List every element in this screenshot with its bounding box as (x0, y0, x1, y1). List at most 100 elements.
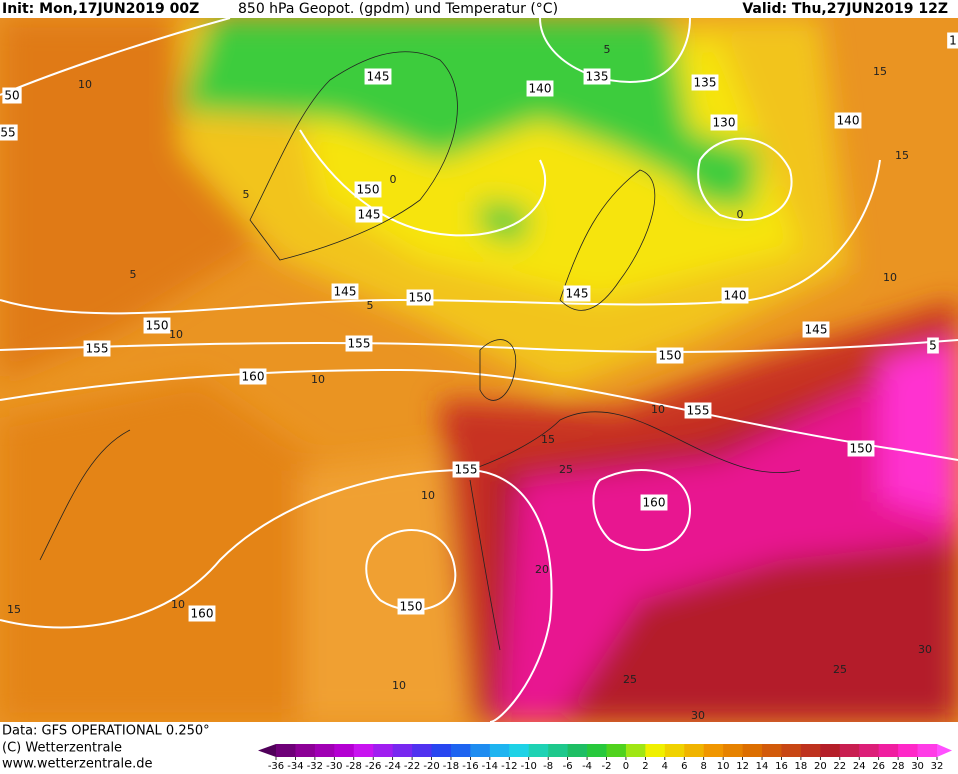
colorbar-tick-label: 30 (911, 761, 924, 770)
temperature-label: 15 (873, 65, 887, 78)
colorbar-tick-label: -14 (482, 761, 498, 770)
colorbar-swatch (898, 744, 919, 757)
geopotential-label: 140 (529, 82, 552, 96)
label-box (239, 368, 267, 385)
colorbar-tick-label: -20 (423, 761, 439, 770)
geopotential-label: 160 (643, 496, 666, 510)
temperature-label: 5 (130, 268, 137, 281)
colorbar-swatch (567, 744, 588, 757)
label-box (834, 112, 862, 129)
colorbar-swatch (314, 744, 335, 757)
data-source: Data: GFS OPERATIONAL 0.250° (2, 724, 210, 739)
colorbar-tick-label: -12 (501, 761, 517, 770)
geopotential-label: 145 (367, 70, 390, 84)
colorbar-swatch (878, 744, 899, 757)
temperature-label: 10 (171, 598, 185, 611)
colorbar-tick-label: 32 (931, 761, 944, 770)
temperature-label: 10 (311, 373, 325, 386)
colorbar-tick-label: 20 (814, 761, 827, 770)
temperature-label: 5 (367, 299, 374, 312)
colorbar-tick-label: 2 (642, 761, 648, 770)
colorbar-tick-label: 24 (853, 761, 866, 770)
colorbar-tick-label: 26 (872, 761, 885, 770)
colorbar-swatch (412, 744, 433, 757)
colorbar-swatch (528, 744, 549, 757)
colorbar-tick-label: 6 (681, 761, 687, 770)
geopotential-label: 150 (357, 183, 380, 197)
colorbar-swatch (334, 744, 355, 757)
colorbar-swatch (450, 744, 471, 757)
label-box (640, 494, 668, 511)
colorbar-tick-label: 0 (623, 761, 629, 770)
temperature-label: 5 (243, 188, 250, 201)
label-box (656, 347, 684, 364)
colorbar-end-low (258, 744, 276, 757)
colorbar-tick-label: 8 (701, 761, 707, 770)
colorbar-end-high (937, 744, 952, 757)
colorbar-swatch (295, 744, 316, 757)
label-box (143, 317, 171, 334)
geopotential-label: 150 (850, 442, 873, 456)
colorbar-swatch (373, 744, 394, 757)
colorbar-tick-label: -10 (521, 761, 537, 770)
temperature-label: 15 (541, 433, 555, 446)
temperature-label: 10 (651, 403, 665, 416)
map-title: 850 hPa Geopot. (gpdm) und Temperatur (°… (238, 1, 558, 17)
map (0, 18, 958, 722)
colorbar-swatch (606, 744, 627, 757)
colorbar-swatch (509, 744, 530, 757)
label-box (188, 605, 216, 622)
label-box (710, 114, 738, 131)
colorbar-tick-label: -18 (443, 761, 459, 770)
label-box (526, 80, 554, 97)
geopotential-label: 150 (400, 600, 423, 614)
label-box (2, 87, 22, 104)
colorbar-tick-label: 4 (662, 761, 668, 770)
temperature-field (0, 18, 958, 722)
colorbar-swatch (762, 744, 782, 757)
colorbar-swatch (353, 744, 374, 757)
temperature-label: 10 (78, 78, 92, 91)
geopotential-label: 155 (687, 404, 710, 418)
geopotential-label: 155 (455, 463, 478, 477)
geopotential-label: 145 (805, 323, 828, 337)
label-box (583, 68, 611, 85)
geopotential-label: 150 (146, 319, 169, 333)
temperature-label: 0 (390, 173, 397, 186)
colorbar-swatch (645, 744, 666, 757)
copyright: (C) Wetterzentrale (2, 741, 122, 756)
colorbar-tick-label: -8 (543, 761, 553, 770)
colorbar-swatch (470, 744, 491, 757)
temperature-label: 10 (169, 328, 183, 341)
colorbar-tick-label: 12 (736, 761, 749, 770)
geopotential-label: 155 (348, 337, 371, 351)
label-box (691, 74, 719, 91)
label-box (354, 181, 382, 198)
colorbar-tick-label: 10 (717, 761, 730, 770)
geopotential-label: 145 (334, 285, 357, 299)
colorbar-tick-label: -30 (326, 761, 342, 770)
colorbar: -36 -34 -32 -30 -28 -26 -24 -22 -20 -18 -16 -14 -12-… (258, 744, 952, 772)
temperature-label: 15 (7, 603, 21, 616)
label-box (847, 440, 875, 457)
colorbar-tick-label: -26 (365, 761, 381, 770)
temperature-label: 30 (691, 709, 705, 722)
colorbar-tick-label: -32 (307, 761, 323, 770)
temperature-label: 10 (421, 489, 435, 502)
geopotential-label: 155 (86, 342, 109, 356)
label-box (927, 337, 939, 354)
colorbar-tick-label: -4 (582, 761, 592, 770)
label-box (406, 289, 434, 306)
temperature-label: 20 (535, 563, 549, 576)
label-box (563, 285, 591, 302)
colorbar-swatch (703, 744, 724, 757)
temperature-label: 30 (918, 643, 932, 656)
colorbar-swatch (800, 744, 821, 757)
temperature-label: 25 (623, 673, 637, 686)
label-box (684, 402, 712, 419)
colorbar-tick-label: -36 (268, 761, 284, 770)
colorbar-swatch (392, 744, 413, 757)
